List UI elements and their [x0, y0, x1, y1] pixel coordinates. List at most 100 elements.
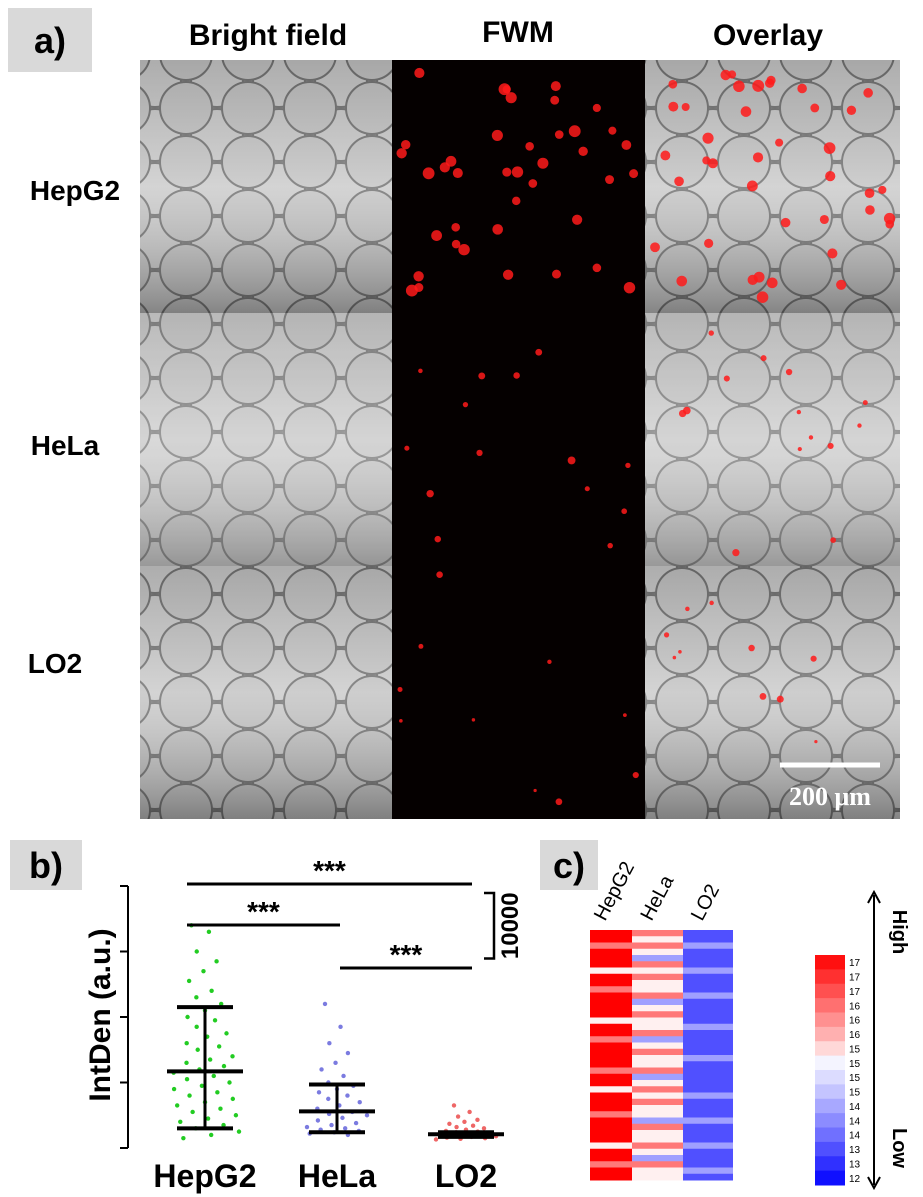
- significance-label: ***: [390, 939, 423, 970]
- heatmap-cell: [632, 1111, 683, 1118]
- colorbar-label: 16: [849, 1001, 861, 1012]
- heatmap-cell: [590, 1155, 632, 1162]
- data-point: [327, 1041, 331, 1045]
- shading: [645, 60, 900, 313]
- heatmap-cell: [590, 999, 632, 1006]
- colorbar-segment: [815, 1128, 845, 1143]
- data-point: [316, 1118, 320, 1122]
- heatmap-cell: [590, 974, 632, 981]
- data-point: [185, 1077, 189, 1081]
- colorbar-segment: [815, 1027, 845, 1042]
- signal-spot: [451, 223, 460, 232]
- data-point: [343, 1126, 347, 1130]
- signal-spot: [404, 446, 409, 451]
- signal-spot: [550, 96, 559, 105]
- high-label: High: [888, 910, 910, 954]
- data-point: [345, 1093, 349, 1097]
- data-point: [213, 1018, 217, 1022]
- data-point: [184, 1061, 188, 1065]
- signal-spot: [401, 140, 410, 149]
- data-point: [230, 1054, 234, 1058]
- signal-spot: [786, 369, 792, 375]
- heatmap-cell: [590, 1093, 632, 1100]
- heatmap-cell: [632, 1055, 683, 1062]
- significance-label: ***: [313, 855, 346, 886]
- colorbar-label: 14: [849, 1116, 861, 1127]
- heatmap-cell: [590, 936, 632, 943]
- heatmap-cell: [683, 1161, 733, 1168]
- column-label: LO2: [687, 881, 724, 925]
- column-label: HeLa: [636, 871, 678, 924]
- signal-spot: [555, 130, 564, 139]
- y-axis-label: IntDen (a.u.): [84, 928, 117, 1101]
- data-point: [456, 1114, 460, 1118]
- heatmap-cell: [590, 968, 632, 975]
- heatmap-cell: [683, 936, 733, 943]
- signal-spot: [683, 407, 691, 415]
- heatmap-cell: [590, 1074, 632, 1081]
- signal-spot: [423, 167, 435, 179]
- signal-spot: [702, 156, 710, 164]
- data-point: [187, 1093, 191, 1097]
- signal-spot: [492, 130, 503, 141]
- data-point: [338, 1025, 342, 1029]
- colorbar-label: 15: [849, 1088, 861, 1099]
- heatmap-cell: [683, 1030, 733, 1037]
- colorbar-label: 15: [849, 1059, 861, 1070]
- signal-spot: [674, 176, 684, 186]
- signal-spot: [757, 291, 769, 303]
- image-tile: [392, 566, 645, 819]
- heatmap-cell: [632, 1068, 683, 1075]
- image-tile: [645, 313, 900, 566]
- signal-spot: [825, 171, 835, 181]
- data-point: [178, 1120, 182, 1124]
- significance-label: ***: [247, 896, 280, 927]
- signal-spot: [503, 270, 513, 280]
- heatmap-cell: [632, 968, 683, 975]
- heatmap-cell: [590, 949, 632, 956]
- data-point: [194, 1025, 198, 1029]
- heatmap-cell: [683, 1018, 733, 1025]
- data-point: [195, 949, 199, 953]
- heatmap-cell: [632, 1061, 683, 1068]
- signal-spot: [676, 276, 687, 287]
- signal-spot: [836, 280, 846, 290]
- heatmap-cell: [632, 1143, 683, 1150]
- heatmap-cell: [683, 1118, 733, 1125]
- signal-spot: [747, 181, 758, 192]
- colorbar-label: 16: [849, 1016, 861, 1027]
- signal-spot: [513, 372, 520, 379]
- image-tile: [392, 313, 645, 566]
- signal-spot: [502, 168, 511, 177]
- heatmap-cell: [632, 1074, 683, 1081]
- heatmap-cell: [632, 1043, 683, 1050]
- signal-spot: [476, 450, 482, 456]
- signal-spot: [765, 78, 774, 87]
- colorbar-label: 15: [849, 1044, 861, 1055]
- data-point: [215, 1090, 219, 1094]
- data-point: [175, 1103, 179, 1107]
- signal-spot: [572, 215, 582, 225]
- heatmap-cell: [632, 1080, 683, 1087]
- data-point: [181, 1136, 185, 1140]
- data-point: [454, 1125, 458, 1129]
- heatmap-cell: [590, 1161, 632, 1168]
- signal-spot: [781, 218, 791, 228]
- heatmap-cell: [632, 1124, 683, 1131]
- heatmap-cell: [590, 1099, 632, 1106]
- colorbar-segment: [815, 984, 845, 999]
- signal-spot: [436, 571, 443, 578]
- colorbar-segment: [815, 1113, 845, 1128]
- colorbar-segment: [815, 1156, 845, 1171]
- signal-spot: [678, 650, 682, 654]
- heatmap-cell: [632, 1086, 683, 1093]
- data-point: [218, 1107, 222, 1111]
- data-point: [185, 1015, 189, 1019]
- heatmap-cell: [683, 980, 733, 987]
- data-point: [354, 1121, 358, 1125]
- signal-spot: [748, 275, 758, 285]
- signal-spot: [622, 140, 632, 150]
- heatmap-cell: [683, 993, 733, 1000]
- heatmap-cell: [632, 1136, 683, 1143]
- signal-spot: [741, 106, 752, 117]
